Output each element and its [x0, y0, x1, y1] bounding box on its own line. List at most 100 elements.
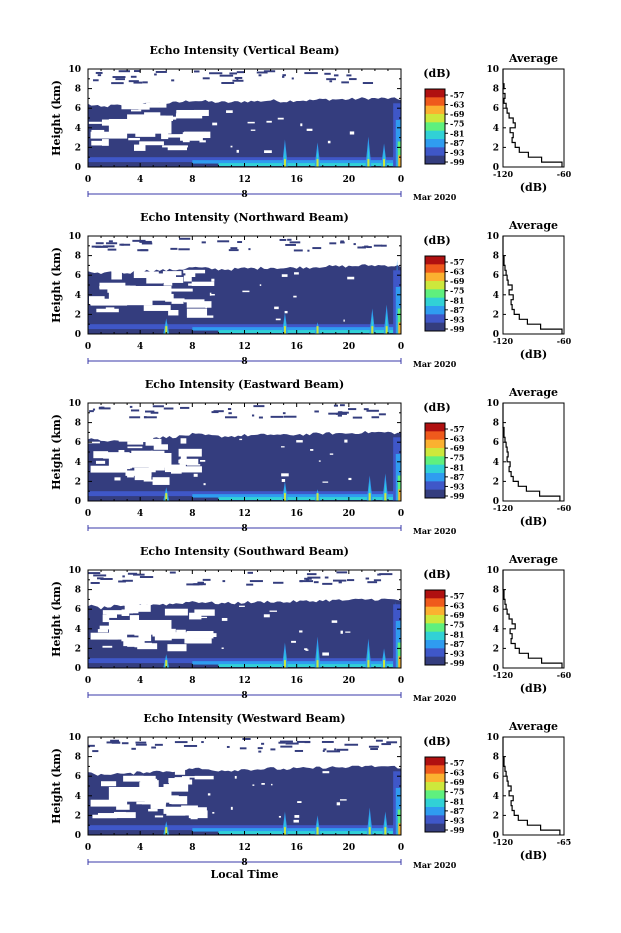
average-profile-line [502, 69, 563, 167]
colorbar-tick-label: -99 [450, 825, 465, 835]
heatmap-panel-3 [87, 402, 565, 531]
average-x-label: (dB) [520, 348, 547, 361]
x-tick-label: 20 [343, 676, 356, 686]
date-label: Mar 2020 [413, 526, 457, 536]
y-tick-label: 6 [75, 104, 81, 114]
average-title: Average [508, 52, 558, 65]
colorbar-swatch [425, 130, 445, 140]
average-profile-panel [502, 402, 565, 502]
date-tick-label: 8 [241, 858, 247, 868]
y-tick-label: 4 [75, 124, 81, 134]
colorbar-swatch [425, 798, 445, 808]
y-tick-label: 8 [75, 419, 81, 429]
colorbar-swatch [425, 648, 445, 658]
colorbar-swatch [425, 464, 445, 474]
average-x-tick-label: -60 [557, 670, 572, 680]
average-y-tick-label: 2 [493, 811, 499, 821]
average-profile-line [502, 570, 563, 668]
y-tick-label: 8 [75, 753, 81, 763]
average-y-tick-label: 6 [493, 438, 499, 448]
average-y-tick-label: 6 [493, 605, 499, 615]
y-tick-label: 10 [68, 733, 81, 743]
average-y-tick-label: 10 [486, 65, 499, 75]
heatmap-panel-1 [87, 68, 565, 197]
colorbar-swatch [425, 314, 445, 324]
colorbar-swatch [425, 431, 445, 441]
date-label: Mar 2020 [413, 359, 457, 369]
colorbar-swatch [425, 631, 445, 641]
average-x-tick-label: -120 [493, 336, 513, 346]
x-tick-label: 8 [189, 509, 195, 519]
y-axis-label: Height (km) [50, 247, 63, 323]
heatmap-field [88, 404, 401, 501]
colorbar-tick-label: -57 [450, 591, 464, 601]
average-y-tick-label: 10 [486, 733, 499, 743]
echo-mass [88, 97, 401, 167]
x-tick-label: 16 [290, 676, 303, 686]
colorbar [424, 88, 448, 165]
y-tick-label: 6 [75, 438, 81, 448]
heatmap-field [88, 70, 401, 167]
colorbar-tick-label: -75 [450, 119, 464, 129]
colorbar-tick-label: -75 [450, 787, 464, 797]
panel-title: Echo Intensity (Eastward Beam) [145, 378, 344, 391]
y-tick-label: 4 [75, 792, 81, 802]
colorbar-swatch [425, 297, 445, 307]
colorbar-unit: (dB) [423, 67, 450, 80]
y-axis-label: Height (km) [50, 80, 63, 156]
colorbar-swatch [425, 765, 445, 775]
y-tick-label: 0 [75, 497, 81, 507]
heatmap-panel-2 [87, 235, 565, 364]
average-profile-panel [502, 235, 565, 335]
average-profile-panel [502, 736, 565, 836]
y-tick-label: 6 [75, 772, 81, 782]
colorbar-tick-label: -69 [450, 109, 465, 119]
colorbar-swatch [425, 656, 445, 666]
average-x-label: (dB) [520, 849, 547, 862]
x-tick-label: 8 [189, 175, 195, 185]
colorbar-swatch [425, 114, 445, 123]
average-x-tick-label: -120 [493, 503, 513, 513]
date-label: Mar 2020 [413, 693, 457, 703]
colorbar-tick-label: -99 [450, 491, 465, 501]
average-y-tick-label: 4 [493, 625, 499, 635]
average-y-tick-label: 6 [493, 271, 499, 281]
x-tick-label: 0 [398, 843, 404, 853]
colorbar-tick-label: -57 [450, 257, 464, 267]
colorbar-unit: (dB) [423, 401, 450, 414]
colorbar-tick-label: -93 [450, 648, 465, 658]
colorbar-unit: (dB) [423, 735, 450, 748]
colorbar-tick-label: -81 [450, 462, 464, 472]
surface-layer [88, 491, 401, 497]
average-x-tick-label: -120 [493, 837, 513, 847]
average-y-tick-label: 0 [493, 831, 499, 841]
date-tick-label: 8 [241, 691, 247, 701]
y-tick-label: 0 [75, 831, 81, 841]
average-y-tick-label: 8 [493, 753, 499, 763]
x-tick-label: 12 [238, 843, 251, 853]
x-tick-label: 0 [398, 676, 404, 686]
average-y-tick-label: 4 [493, 792, 499, 802]
average-y-tick-label: 4 [493, 458, 499, 468]
colorbar-tick-label: -69 [450, 443, 465, 453]
surface-layer [88, 324, 401, 330]
colorbar-swatch [425, 264, 445, 274]
colorbar-tick-label: -81 [450, 629, 464, 639]
colorbar-swatch [425, 439, 445, 449]
average-x-tick-label: -120 [493, 670, 513, 680]
x-tick-label: 0 [85, 676, 91, 686]
colorbar-swatch [425, 281, 445, 290]
average-y-tick-label: 10 [486, 232, 499, 242]
colorbar-tick-label: -63 [450, 768, 465, 778]
colorbar-tick-label: -87 [450, 138, 464, 148]
y-tick-label: 6 [75, 605, 81, 615]
y-tick-label: 2 [75, 644, 81, 654]
average-profile-line [502, 236, 563, 334]
colorbar-tick-label: -75 [450, 286, 464, 296]
average-title: Average [508, 720, 558, 733]
colorbar-swatch [425, 105, 445, 115]
colorbar-swatch [425, 757, 445, 766]
y-axis-label: Height (km) [50, 748, 63, 824]
y-tick-label: 2 [75, 310, 81, 320]
average-profile-line [502, 403, 561, 501]
